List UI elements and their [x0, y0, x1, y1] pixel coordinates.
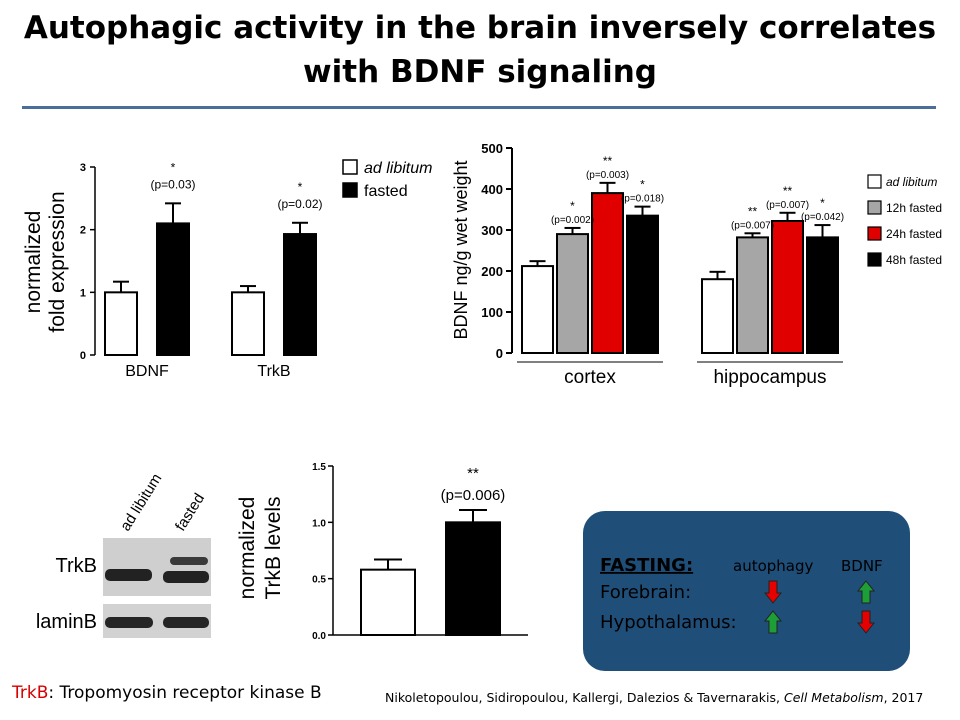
legend-swatch [867, 174, 882, 189]
bar-cortex-12h-fasted [556, 233, 589, 355]
significance-stars: ** [603, 154, 613, 168]
y-tick-label: 100 [481, 305, 503, 320]
category-label: TrkB [257, 363, 290, 380]
category-label: cortex [564, 367, 616, 388]
abbreviation-note: TrkB: Tropomyosin receptor kinase B [12, 683, 322, 703]
arrow-up-icon [763, 610, 783, 634]
legend-swatch [342, 159, 358, 175]
p-value-label: (p=0.018) [621, 194, 664, 205]
legend-swatch [867, 226, 882, 241]
significance-stars: * [298, 180, 303, 194]
title-divider [22, 106, 936, 109]
title-line-1: Autophagic activity in the brain inverse… [23, 10, 937, 46]
abbreviation-definition: : Tropomyosin receptor kinase B [48, 683, 322, 703]
legend-swatch [867, 200, 882, 215]
summary-col-bdnf: BDNF [841, 557, 883, 575]
blot-band [170, 557, 208, 565]
legend-label: 48h fasted [886, 253, 942, 267]
y-tick-label: 300 [481, 223, 503, 238]
blot-band [163, 617, 209, 628]
page-title: Autophagic activity in the brain inverse… [0, 6, 960, 94]
y-tick-label: 1.5 [312, 462, 326, 473]
y-tick-label: 0 [496, 346, 503, 361]
y-tick-label: 500 [481, 141, 503, 156]
abbreviation-term: TrkB [12, 683, 49, 703]
citation: Nikoletopoulou, Sidiropoulou, Kallergi, … [385, 690, 923, 705]
blot-band [163, 571, 209, 583]
significance-stars: * [820, 196, 825, 210]
y-tick-label: 3 [80, 162, 86, 174]
y-tick-label: 0 [80, 350, 86, 362]
significance-stars: ** [783, 184, 793, 198]
p-value-label: (p=0.007) [766, 200, 809, 211]
legend-label: 24h fasted [886, 227, 942, 241]
bar-hippocampus-48h-fasted [806, 236, 839, 355]
arrow-up-icon [856, 580, 876, 604]
p-value-label: (p=0.03) [150, 177, 195, 191]
fasting-summary-panel [583, 511, 910, 671]
title-line-2: with BDNF signaling [303, 54, 657, 90]
category-label: hippocampus [713, 367, 826, 388]
blot-panel-trkb [103, 538, 211, 596]
y-tick-label: 1.0 [312, 518, 326, 529]
legend-label: ad libitum [886, 175, 937, 189]
bar-hippocampus-24h-fasted [771, 219, 804, 354]
citation-year: , 2017 [883, 690, 924, 705]
blot-band [105, 569, 152, 581]
significance-stars: ** [467, 465, 479, 482]
p-value-label: (p=0.002) [551, 215, 594, 226]
y-axis-label-line2: TrkB levels [262, 496, 285, 599]
arrow-down-icon [856, 610, 876, 634]
bar-trkb-fasted [283, 233, 317, 356]
y-tick-label: 200 [481, 264, 503, 279]
y-tick-label: 0.5 [312, 575, 326, 586]
y-tick-label: 1 [80, 287, 86, 299]
summary-row-label: Hypothalamus: [600, 612, 737, 633]
bar-fasted [445, 521, 501, 636]
p-value-label: (p=0.006) [441, 487, 506, 504]
significance-stars: * [171, 160, 176, 174]
significance-stars: * [640, 178, 645, 192]
y-axis-label-line1: normalized [236, 497, 259, 600]
legend-label: fasted [364, 183, 408, 200]
legend-label: 12h fasted [886, 201, 942, 215]
bar-hippocampus-ad-libitum [701, 278, 734, 355]
p-value-label: (p=0.007) [731, 220, 774, 231]
significance-stars: * [570, 199, 575, 213]
y-axis-label: normalizedfold expression [22, 191, 69, 332]
category-label: BDNF [125, 363, 169, 380]
y-tick-label: 2 [80, 225, 86, 237]
legend-label: ad libitum [364, 160, 432, 177]
y-axis-label-line2: fold expression [46, 191, 69, 332]
blot-row-label: TrkB [56, 555, 97, 577]
significance-stars: ** [748, 204, 758, 218]
p-value-label: (p=0.02) [277, 197, 322, 211]
summary-row-label: Forebrain: [600, 582, 691, 603]
arrow-down-icon [763, 580, 783, 604]
blot-band [105, 617, 153, 628]
citation-journal: Cell Metabolism [783, 690, 884, 705]
p-value-label: (p=0.042) [801, 212, 844, 223]
y-axis-label-line1: normalized [22, 211, 45, 314]
summary-heading: FASTING: [600, 555, 693, 576]
bar-ad-libitum [360, 568, 416, 636]
bar-bdnf-ad-libitum [104, 291, 138, 357]
y-axis-label: normalized TrkB levels [236, 496, 285, 599]
p-value-label: (p=0.003) [586, 170, 629, 181]
legend-swatch [867, 252, 882, 267]
blot-row-label: laminB [36, 611, 97, 633]
summary-col-autophagy: autophagy [733, 557, 813, 575]
y-axis-label: BDNF ng/g wet weight [451, 160, 471, 339]
citation-authors: Nikoletopoulou, Sidiropoulou, Kallergi, … [385, 690, 784, 705]
y-tick-label: 400 [481, 182, 503, 197]
legend-swatch [342, 182, 358, 198]
bar-trkb-ad-libitum [231, 291, 265, 357]
y-tick-label: 0.0 [312, 631, 326, 642]
